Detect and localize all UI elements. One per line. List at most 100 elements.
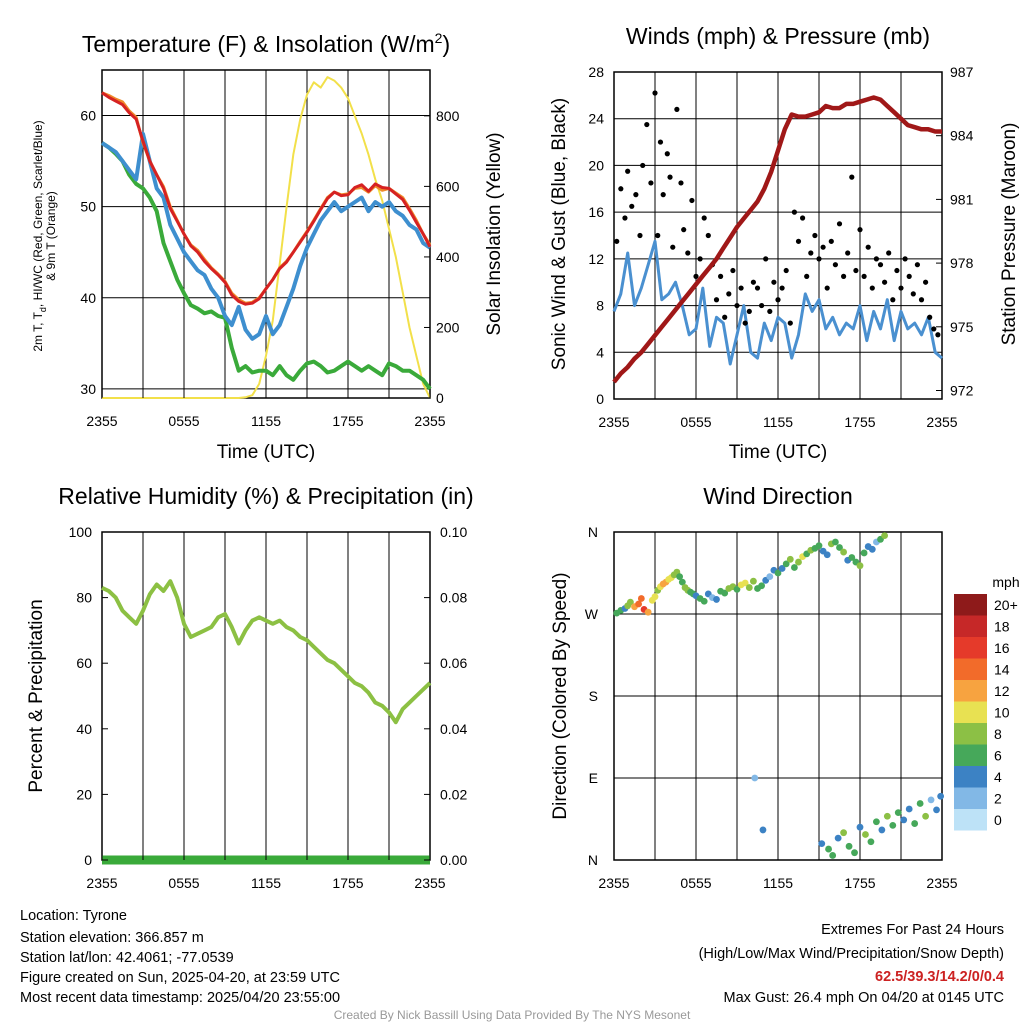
temperature-chart-title: Temperature (F) & Insolation (W/m2) [82, 30, 450, 57]
gust-point [648, 180, 654, 186]
winds-chart-title: Winds (mph) & Pressure (mb) [626, 23, 930, 49]
gust-point [882, 279, 888, 285]
temperature-x-tick-label: 2355 [86, 413, 117, 429]
pressure-y-tick-label: 978 [950, 255, 974, 271]
wind-direction-point [889, 821, 897, 829]
wind-direction-point [745, 584, 753, 591]
humidity-x-tick-label: 2355 [414, 875, 445, 891]
wind-direction-point [627, 598, 634, 606]
temperature-series-line [101, 91, 432, 306]
colorbar-swatch [954, 787, 987, 809]
winds-y-axis-title: Sonic Wind & Gust (Blue, Black) [549, 98, 570, 370]
humidity-panel: Relative Humidity (%) & Precipitation (i… [26, 483, 474, 891]
gust-point [640, 162, 646, 169]
extremes-info: Extremes For Past 24 Hours (High/Low/Max… [699, 922, 1004, 1006]
gust-point [754, 285, 761, 291]
colorbar-swatch [954, 637, 987, 659]
wind-direction-point [766, 573, 774, 581]
gust-point [820, 244, 826, 250]
wind-direction-y-tick-label: W [585, 606, 599, 622]
wind-direction-point [911, 820, 919, 827]
humidity-line [101, 579, 432, 725]
wind-direction-x-tick-label: 0555 [680, 875, 711, 891]
gust-point [783, 267, 789, 274]
humidity-y-tick-label: 20 [76, 786, 92, 802]
gust-point [759, 302, 765, 309]
wind-direction-point [778, 565, 786, 572]
wind-direction-point [845, 842, 853, 850]
wind-direction-point [758, 582, 765, 590]
humidity-y-axis-title: Percent & Precipitation [26, 599, 47, 792]
wind-direction-point [750, 577, 757, 585]
temperature-y-axis-title: 2m T, Td, HI/WC (Red, Green, Scarlet/Blu… [31, 120, 58, 351]
temperature-y-tick-label: 30 [80, 381, 96, 397]
humidity-chart-title: Relative Humidity (%) & Precipitation (i… [58, 483, 473, 509]
winds-y-tick-label: 16 [588, 204, 604, 220]
wind-direction-point [795, 558, 802, 566]
gust-point [644, 121, 650, 128]
gust-point [657, 139, 664, 145]
wind-direction-point [848, 554, 856, 561]
colorbar-swatch [954, 744, 987, 766]
wind-direction-point [868, 545, 876, 553]
humidity-y-tick-label: 80 [76, 590, 92, 606]
gust-point [923, 279, 929, 285]
pressure-y-tick-label: 975 [950, 319, 974, 335]
winds-y-tick-label: 8 [596, 298, 604, 314]
humidity-x-tick-label: 1155 [251, 875, 281, 891]
wind-direction-point [881, 532, 888, 540]
wind-direction-point [823, 551, 831, 559]
wind-direction-point [900, 816, 908, 824]
wind-direction-point [713, 596, 720, 603]
gust-point [836, 221, 843, 227]
winds-y-tick-label: 24 [588, 111, 604, 127]
wind-direction-point [927, 796, 935, 804]
insolation-y-tick-label: 600 [436, 178, 460, 194]
wind-direction-panel: Wind Direction 2355 0555 1155 1755 2355NESWN… [550, 483, 1020, 891]
gust-point [674, 106, 680, 112]
temperature-panel: Temperature (F) & Insolation (W/m2) 2355… [31, 30, 505, 463]
wind-direction-point [733, 586, 741, 593]
wind-direction-point [840, 548, 847, 556]
winds-panel: Winds (mph) & Pressure (mb) 2355 0555 1155… [549, 23, 1020, 463]
winds-x-tick-label: 1755 [844, 414, 875, 430]
wind-direction-point [840, 829, 847, 837]
colorbar-label: 4 [994, 769, 1002, 785]
precip-y-tick-label: 0.02 [440, 786, 467, 802]
insolation-y-tick-label: 200 [436, 319, 460, 335]
wind-direction-x-tick-label: 1755 [844, 875, 875, 891]
gust-point [734, 302, 740, 309]
winds-x-tick-label: 0555 [680, 414, 711, 430]
colorbar-swatch [954, 658, 987, 680]
wind-direction-point [905, 805, 913, 813]
temperature-x-tick-label: 2355 [414, 413, 445, 429]
colorbar-label: 0 [994, 812, 1002, 828]
wind-direction-point [851, 849, 858, 857]
gust-point [767, 308, 773, 315]
insolation-y-tick-label: 0 [436, 390, 444, 406]
gust-point [927, 314, 933, 320]
wind-direction-point [637, 595, 645, 602]
insolation-y-tick-label: 400 [436, 249, 460, 265]
wind-direction-point [700, 597, 708, 605]
wind-direction-point [922, 812, 929, 820]
colorbar-label: 10 [994, 704, 1010, 720]
wind-direction-point [678, 578, 686, 586]
gust-point [775, 297, 781, 303]
gust-point [701, 215, 707, 221]
humidity-y-tick-label: 60 [76, 655, 92, 671]
gust-point [898, 285, 904, 291]
winds-y-tick-label: 20 [588, 157, 604, 173]
wind-direction-point [791, 564, 798, 571]
gust-point [804, 273, 810, 279]
wind-direction-y-tick-label: N [588, 852, 598, 868]
wind-direction-point [676, 573, 683, 581]
gust-point [906, 273, 912, 279]
wind-direction-point [878, 826, 886, 834]
wind-direction-point [834, 834, 842, 842]
svg-text:& 9m T (Orange): & 9m T (Orange) [44, 191, 58, 281]
gust-point [689, 197, 695, 204]
gust-point [681, 227, 687, 233]
temperature-x-tick-label: 1155 [251, 413, 281, 429]
